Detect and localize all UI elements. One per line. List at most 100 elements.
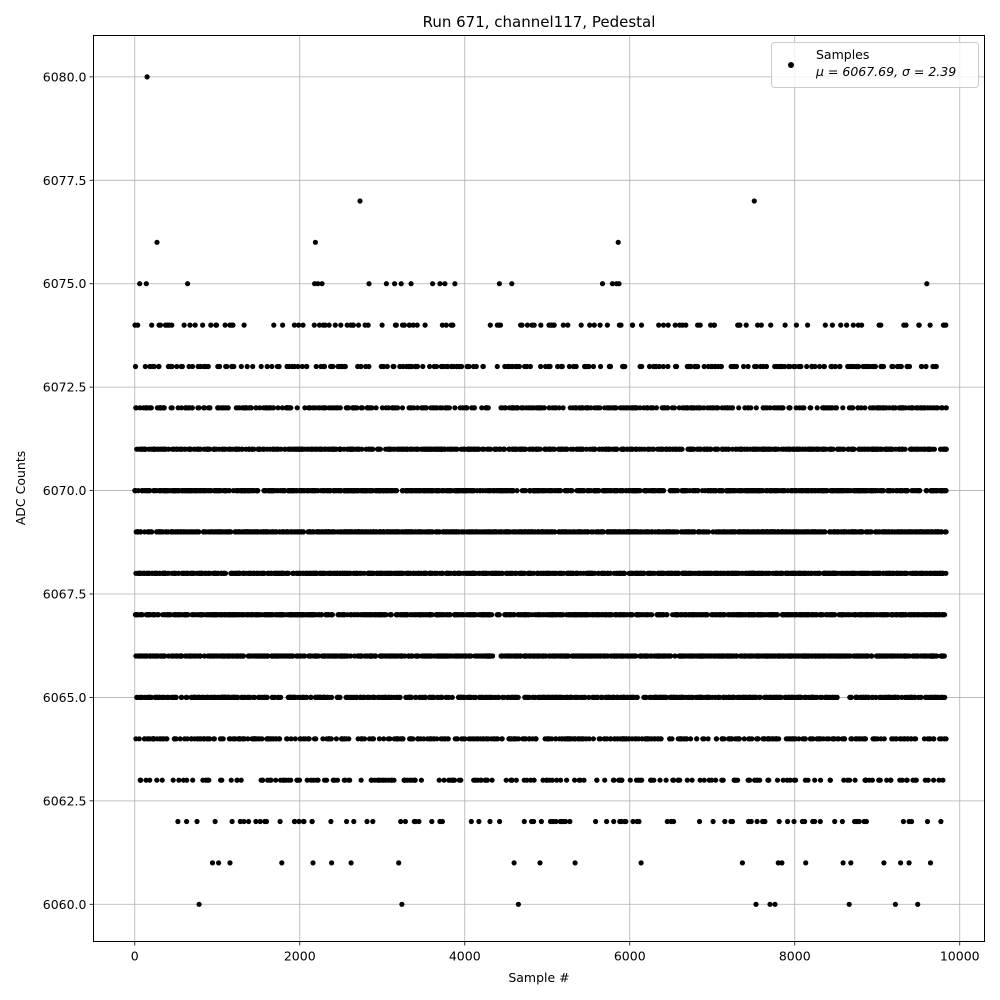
data-point (898, 570, 905, 576)
data-point (809, 653, 815, 659)
data-point (671, 777, 677, 783)
data-point (376, 570, 382, 576)
data-point (289, 612, 296, 618)
data-point (598, 694, 604, 701)
data-point (892, 901, 899, 907)
data-point (824, 570, 831, 576)
data-point (621, 612, 627, 618)
data-point (854, 818, 860, 825)
data-point (728, 653, 734, 659)
data-point (649, 777, 655, 783)
data-point (886, 694, 892, 701)
data-point (153, 694, 159, 701)
data-point (152, 570, 158, 576)
data-point (935, 694, 941, 701)
data-point (166, 694, 172, 701)
data-point (220, 736, 226, 742)
data-point (197, 653, 204, 659)
data-point (764, 570, 770, 576)
data-point (874, 653, 880, 659)
data-point (241, 570, 247, 576)
data-point (797, 694, 803, 701)
data-point (540, 777, 546, 783)
data-point (841, 777, 847, 783)
data-point (354, 570, 360, 576)
data-point (513, 736, 519, 742)
data-point (509, 694, 515, 701)
data-point (398, 736, 404, 742)
data-point (597, 612, 604, 618)
data-point (793, 777, 799, 783)
data-point (142, 653, 148, 659)
data-point (172, 736, 178, 742)
data-point (364, 818, 370, 825)
data-point (253, 818, 259, 825)
data-point (434, 694, 441, 701)
data-point (722, 818, 728, 825)
data-point (290, 570, 296, 576)
data-point (398, 818, 404, 825)
data-point (848, 736, 854, 742)
data-point (499, 736, 505, 742)
data-point (521, 818, 527, 825)
data-point (698, 694, 705, 701)
data-point (300, 694, 306, 701)
data-point (559, 736, 565, 742)
data-point (726, 612, 732, 618)
data-point (342, 612, 348, 618)
data-point (503, 777, 509, 783)
data-point (780, 777, 786, 783)
data-point (642, 736, 648, 742)
data-point (427, 570, 433, 576)
data-point (610, 777, 617, 783)
data-point (551, 612, 557, 618)
data-point (839, 612, 845, 618)
data-point (175, 612, 181, 618)
data-point (864, 694, 870, 701)
data-point (564, 777, 570, 783)
data-point (499, 570, 506, 576)
data-point (833, 570, 839, 576)
data-point (300, 653, 306, 659)
data-point (277, 818, 283, 825)
data-point (903, 777, 910, 783)
data-point (176, 777, 182, 783)
data-point (853, 694, 859, 701)
data-point (236, 570, 242, 576)
data-point (899, 694, 905, 701)
data-point (270, 694, 276, 701)
data-point (222, 694, 228, 701)
data-point (423, 612, 429, 618)
data-point (754, 818, 760, 825)
data-point (889, 736, 895, 742)
data-point (161, 570, 168, 576)
data-point (591, 694, 597, 701)
data-point (936, 777, 942, 783)
data-point (747, 694, 754, 701)
data-point (218, 570, 224, 576)
data-point (137, 570, 143, 576)
data-point (534, 653, 540, 659)
data-point (334, 570, 340, 576)
data-point (606, 612, 612, 618)
data-point (898, 612, 904, 618)
data-point (906, 860, 912, 866)
data-point (572, 860, 578, 866)
data-point (526, 736, 532, 742)
data-point (808, 694, 815, 701)
data-point (641, 694, 647, 701)
data-point (664, 612, 670, 618)
data-point (636, 818, 642, 825)
data-point (527, 570, 533, 576)
data-point (512, 653, 518, 659)
data-point (410, 570, 416, 576)
data-point (456, 777, 462, 783)
data-point (434, 736, 440, 742)
data-point (480, 570, 486, 576)
data-point (783, 736, 789, 742)
data-point (370, 818, 376, 825)
data-point (684, 777, 690, 783)
data-point (372, 653, 378, 659)
data-point (281, 777, 287, 783)
data-point (134, 694, 140, 701)
